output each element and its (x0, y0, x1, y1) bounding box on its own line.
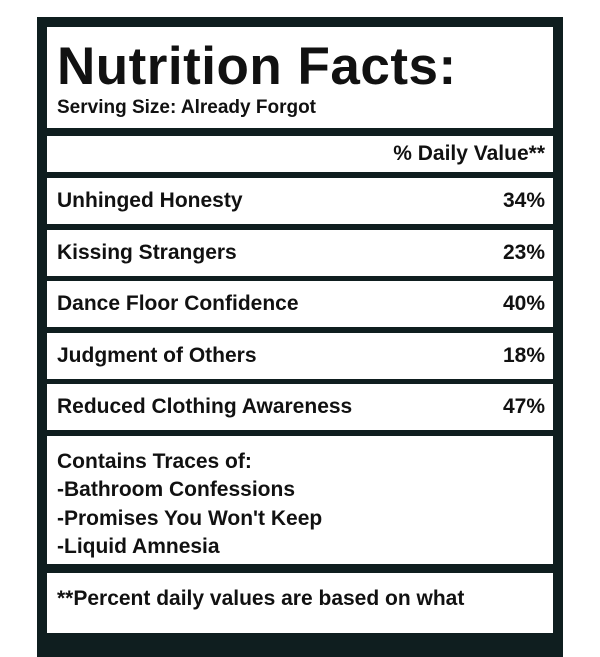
nutrient-row: Unhinged Honesty 34% (47, 178, 553, 224)
trace-item: -Bathroom Confessions (57, 478, 296, 501)
traces-panel: Contains Traces of: -Bathroom Confession… (47, 435, 553, 564)
title: Nutrition Facts: (57, 37, 457, 96)
title-panel: Nutrition Facts: Serving Size: Already F… (47, 27, 553, 128)
nutrient-row: Dance Floor Confidence 40% (47, 281, 553, 327)
nutrient-row: Judgment of Others 18% (47, 332, 553, 379)
nutrient-name: Dance Floor Confidence (57, 292, 299, 315)
nutrient-name: Judgment of Others (57, 343, 257, 367)
nutrient-name: Kissing Strangers (57, 240, 237, 264)
daily-value-header: % Daily Value** (47, 136, 553, 172)
serving-size: Serving Size: Already Forgot (57, 97, 317, 118)
nutrient-value: 18% (502, 343, 545, 367)
nutrient-row: Kissing Strangers 23% (47, 229, 553, 276)
nutrient-row: Reduced Clothing Awareness 47% (47, 384, 553, 430)
header-text: % Daily Value** (393, 142, 545, 165)
trace-item: -Liquid Amnesia (57, 535, 220, 558)
traces-heading: Contains Traces of: (57, 449, 252, 473)
nutrient-value: 34% (502, 189, 545, 212)
nutrient-value: 40% (502, 292, 545, 315)
trace-item: -Promises You Won't Keep (57, 506, 323, 530)
footer-text: **Percent daily values are based on what (57, 586, 465, 610)
page: {"title": "Nutrition Facts:", "serving_s… (37, 17, 563, 657)
nutrition-label: Nutrition Facts: Serving Size: Already F… (37, 17, 563, 657)
nutrient-name: Unhinged Honesty (57, 189, 243, 212)
nutrient-value: 23% (502, 240, 545, 264)
footer-panel: **Percent daily values are based on what (47, 572, 553, 633)
nutrient-value: 47% (502, 395, 545, 418)
nutrient-name: Reduced Clothing Awareness (57, 395, 353, 418)
